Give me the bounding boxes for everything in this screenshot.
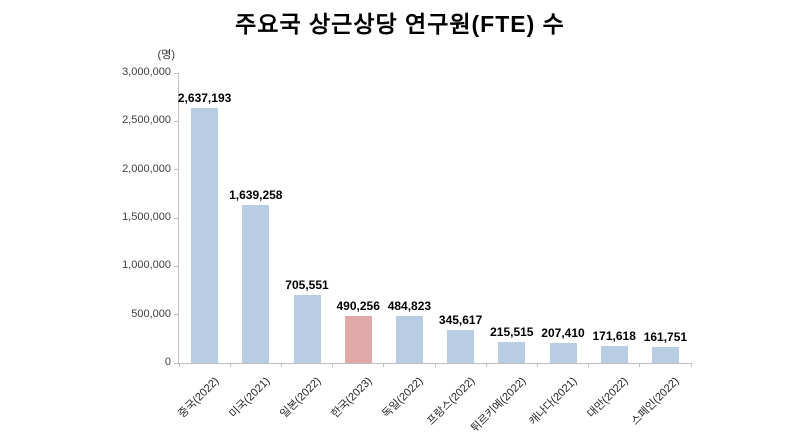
- y-axis-unit-label: (명): [157, 49, 175, 61]
- y-tick-mark: [174, 314, 178, 316]
- bar-value-label: 207,410: [541, 326, 585, 340]
- bar-value-label: 705,551: [285, 278, 329, 292]
- x-tick-mark: [383, 363, 385, 367]
- chart-title: 주요국 상근상당 연구원(FTE) 수: [235, 11, 565, 37]
- y-tick-mark: [174, 72, 178, 74]
- y-tick-label: 2,500,000: [122, 114, 171, 127]
- bar-value-label: 161,751: [643, 330, 688, 344]
- x-tick-mark: [690, 363, 692, 367]
- bar: [344, 316, 372, 363]
- y-tick-label: 1,500,000: [122, 211, 171, 223]
- x-tick-mark: [536, 363, 538, 367]
- y-tick-label: 2,000,000: [122, 162, 171, 175]
- bar: [600, 346, 628, 363]
- plot-area: 0 500,000 1,000,000 1,500,000 2,000,000 2,500…: [122, 66, 692, 435]
- bar-value-label: 490,256: [336, 299, 380, 313]
- x-tick-mark: [639, 363, 641, 367]
- x-tick-mark: [332, 363, 334, 367]
- bar: [395, 316, 423, 363]
- y-tick-label: 500,000: [131, 307, 171, 320]
- bar-value-label: 2,637,193: [177, 91, 232, 105]
- y-tick-mark: [174, 362, 178, 364]
- bar: [242, 205, 270, 363]
- x-tick-mark: [280, 363, 282, 367]
- y-tick-mark: [174, 169, 178, 171]
- y-tick-mark: [174, 217, 178, 219]
- bar: [549, 343, 577, 363]
- x-tick-mark: [229, 363, 231, 367]
- y-tick-label: 0: [164, 356, 171, 368]
- bar: [498, 342, 526, 363]
- bar-value-label: 171,618: [592, 329, 636, 343]
- x-tick-mark: [434, 363, 436, 367]
- y-tick-label: 1,000,000: [122, 259, 171, 272]
- y-tick-mark: [174, 120, 178, 122]
- bar: [191, 108, 219, 363]
- bar: [447, 330, 475, 363]
- bar: [293, 295, 321, 363]
- x-tick-mark: [178, 363, 180, 367]
- y-tick-label: 3,000,000: [122, 66, 171, 78]
- bar-value-label: 1,639,258: [229, 188, 283, 202]
- x-tick-mark: [588, 363, 590, 367]
- bar-value-label: 215,515: [490, 325, 534, 339]
- y-tick-mark: [174, 265, 178, 267]
- bar-value-label: 345,617: [438, 313, 483, 327]
- bar: [651, 347, 679, 363]
- x-tick-mark: [485, 363, 487, 367]
- bar-value-label: 484,823: [387, 299, 432, 313]
